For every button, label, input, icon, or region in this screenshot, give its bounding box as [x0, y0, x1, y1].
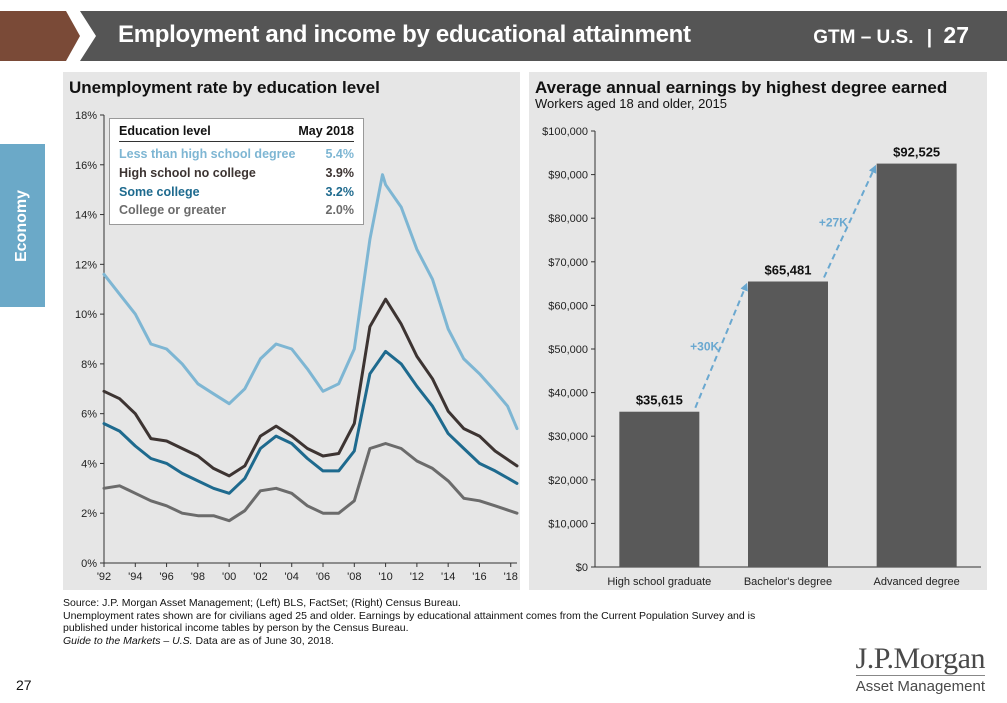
x-tick-label: '12 — [410, 571, 424, 583]
legend-value: 3.9% — [325, 166, 355, 180]
x-category-label: High school graduate — [607, 576, 711, 588]
earnings-chart-title: Average annual earnings by highest degre… — [535, 78, 948, 97]
legend-row-some-college: Some college 3.2% — [119, 185, 354, 202]
earnings-chart-subtitle: Workers aged 18 and older, 2015 — [535, 96, 728, 111]
series-line-some-college — [102, 349, 519, 495]
y-tick-label: $100,000 — [542, 126, 588, 138]
source-note: Source: J.P. Morgan Asset Management; (L… — [63, 597, 461, 609]
bar-value-label: $65,481 — [765, 263, 812, 278]
legend-value: 5.4% — [325, 147, 355, 161]
x-tick-label: '06 — [316, 571, 330, 583]
footnotes: Source: J.P. Morgan Asset Management; (L… — [63, 597, 863, 647]
x-tick-label: '96 — [159, 571, 173, 583]
y-tick-label: $30,000 — [548, 431, 588, 443]
page-number: 27 — [16, 677, 32, 693]
y-tick-label: 6% — [81, 409, 97, 421]
increase-arrow — [823, 164, 877, 278]
section-side-tab-label: Economy — [13, 189, 30, 263]
header-accent-tab — [0, 11, 80, 61]
x-tick-label: '18 — [504, 571, 518, 583]
y-tick-label: $60,000 — [548, 300, 588, 312]
x-tick-label: '16 — [472, 571, 486, 583]
x-tick-label: '92 — [97, 571, 111, 583]
page-title: Employment and income by educational att… — [118, 21, 691, 48]
x-tick-label: '00 — [222, 571, 236, 583]
y-tick-label: 12% — [75, 259, 97, 271]
increase-arrow — [694, 282, 748, 409]
x-tick-label: '02 — [253, 571, 267, 583]
x-category-label: Bachelor's degree — [744, 576, 832, 588]
y-tick-label: 14% — [75, 210, 97, 222]
jpmorgan-logo: J.P.Morgan Asset Management — [855, 642, 986, 695]
legend-header-label: Education level — [119, 124, 211, 138]
series-line-high-school-no-college — [102, 297, 519, 478]
y-tick-label: $0 — [576, 562, 588, 574]
x-tick-label: '98 — [191, 571, 205, 583]
earnings-bar-chart: $0 $10,000 $20,000 $30,000 $40,000 $50,000 $60… — [542, 126, 981, 588]
data-as-of-note: Guide to the Markets – U.S. Data are as … — [63, 635, 863, 648]
methodology-note-1: Unemployment rates shown are for civilia… — [63, 609, 756, 622]
y-tick-label: 0% — [81, 558, 97, 570]
legend-label: Some college — [119, 185, 200, 199]
y-tick-label: $40,000 — [548, 388, 588, 400]
unemployment-chart-panel: Unemployment rate by education level 0% 2… — [63, 72, 520, 590]
series-line-college-or-greater — [102, 442, 519, 523]
y-tick-label: 2% — [81, 508, 97, 520]
legend-label: Less than high school degree — [119, 147, 296, 161]
earnings-bar — [876, 163, 957, 567]
header-band — [80, 11, 1007, 61]
y-tick-label: $70,000 — [548, 257, 588, 269]
header-series: GTM – U.S. | 27 — [813, 22, 969, 49]
x-category-label: Advanced degree — [874, 576, 960, 588]
earnings-bar — [748, 281, 828, 567]
increase-annotation: +30K — [690, 340, 719, 354]
legend-header-date: May 2018 — [298, 124, 354, 138]
x-tick-label: '04 — [285, 571, 299, 583]
series-label: GTM – U.S. — [813, 27, 914, 48]
y-tick-label: 18% — [75, 110, 97, 122]
education-legend: Education level May 2018 Less than high … — [109, 118, 364, 225]
logo-wordmark: J.P.Morgan — [855, 642, 986, 675]
y-tick-label: $80,000 — [548, 213, 588, 225]
unemployment-chart-title: Unemployment rate by education level — [69, 78, 380, 97]
legend-row-high-school: High school no college 3.9% — [119, 166, 354, 183]
legend-value: 3.2% — [325, 185, 355, 199]
bar-value-label: $92,525 — [893, 145, 940, 160]
x-tick-label: '10 — [378, 571, 392, 583]
section-side-tab — [0, 144, 45, 307]
legend-label: College or greater — [119, 203, 226, 217]
earnings-chart-panel: Average annual earnings by highest degre… — [529, 72, 987, 590]
header-separator: | — [926, 27, 933, 48]
y-tick-label: $20,000 — [548, 475, 588, 487]
legend-label: High school no college — [119, 166, 256, 180]
logo-subtitle: Asset Management — [855, 675, 985, 695]
y-tick-label: 4% — [81, 458, 97, 470]
legend-value: 2.0% — [325, 203, 355, 217]
guide-title: Guide to the Markets – U.S. — [63, 634, 193, 647]
legend-row-less-than-hs: Less than high school degree 5.4% — [119, 147, 354, 164]
y-tick-label: $50,000 — [548, 344, 588, 356]
unemployment-line-chart: 0% 2% 4% 6% 8% 10% 12% 14% 16% 18% '92 '94 '96 '98 '00… — [75, 110, 519, 583]
bar-value-label: $35,615 — [636, 393, 683, 408]
y-tick-label: 8% — [81, 359, 97, 371]
y-tick-label: $10,000 — [548, 518, 588, 530]
x-tick-label: '94 — [128, 571, 142, 583]
x-tick-label: '14 — [441, 571, 455, 583]
header-page-number: 27 — [943, 22, 969, 48]
earnings-bar — [619, 411, 700, 567]
y-tick-label: $90,000 — [548, 170, 588, 182]
y-tick-label: 16% — [75, 160, 97, 172]
legend-row-college: College or greater 2.0% — [119, 203, 354, 220]
series-line-less-than-high-school-degree — [102, 173, 519, 431]
y-tick-label: 10% — [75, 309, 97, 321]
increase-annotation: +27K — [819, 216, 848, 230]
x-tick-label: '08 — [347, 571, 361, 583]
data-as-of-text: Data are as of June 30, 2018. — [192, 634, 334, 647]
methodology-note-2: published under historical income tables… — [63, 622, 409, 634]
legend-header: Education level May 2018 — [119, 124, 354, 142]
